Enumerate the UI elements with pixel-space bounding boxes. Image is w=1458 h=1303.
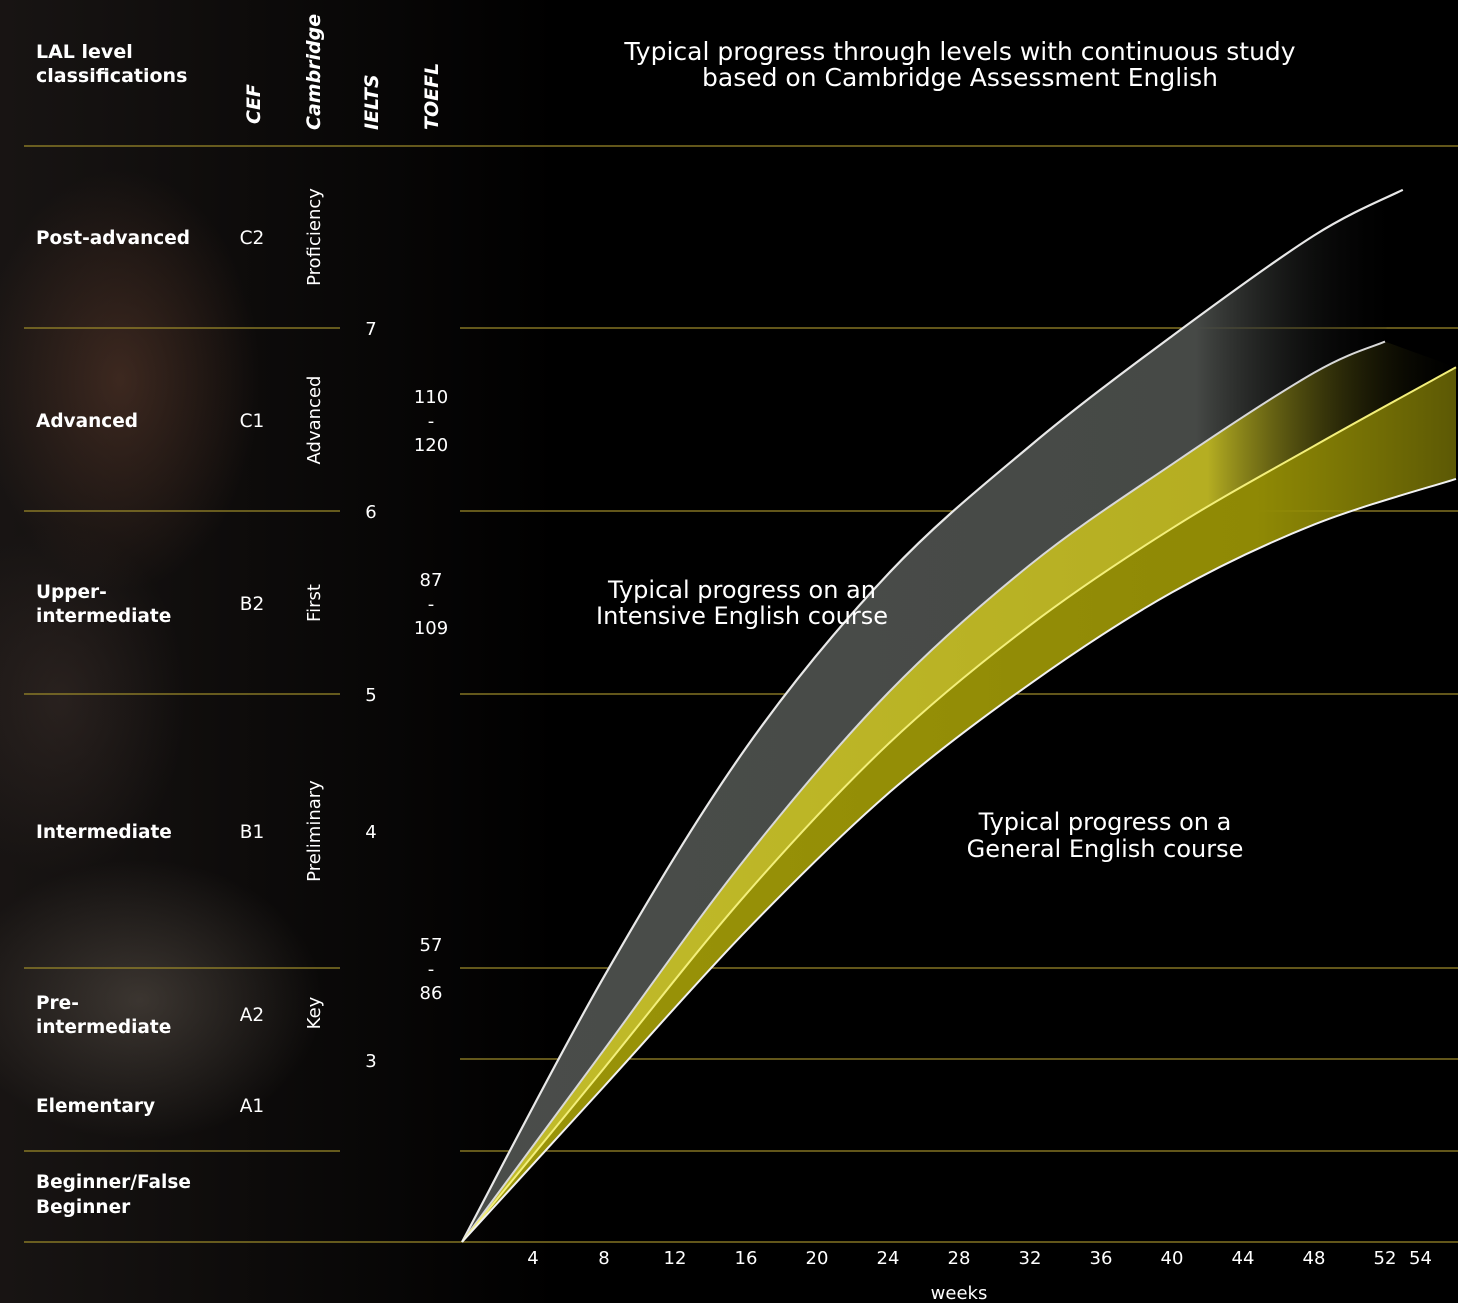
ielts-score: 7 xyxy=(365,319,376,340)
toefl-low: 57 xyxy=(420,935,443,956)
x-tick-label: 44 xyxy=(1232,1248,1255,1269)
cambridge-exam: Advanced xyxy=(304,376,325,465)
x-axis-label: weeks xyxy=(931,1283,988,1303)
x-tick-label: 28 xyxy=(948,1248,971,1269)
level-row-intermediate: Intermediate B1 Preliminary xyxy=(36,780,325,882)
x-tick-label: 24 xyxy=(877,1248,900,1269)
x-tick-label: 52 xyxy=(1374,1248,1397,1269)
lal-level-label: Intermediate xyxy=(36,822,172,843)
general-band-lower xyxy=(462,367,1456,1242)
cambridge-exam: Key xyxy=(304,996,325,1029)
x-tick-label: 36 xyxy=(1090,1248,1113,1269)
col-header-toefl: TOEFL xyxy=(421,63,443,130)
lal-level-label: Elementary xyxy=(36,1096,155,1117)
annotation-line: Intensive English course xyxy=(596,602,888,630)
x-tick-label: 4 xyxy=(527,1248,538,1269)
toefl-high: 109 xyxy=(414,618,448,639)
col-header-cef: CEF xyxy=(243,84,265,124)
general-lower-line xyxy=(461,477,1457,1243)
level-row-beginner: Beginner/False Beginner xyxy=(36,1172,191,1218)
level-row-advanced: Advanced C1 Advanced xyxy=(36,376,325,465)
x-tick-label: 16 xyxy=(735,1248,758,1269)
toefl-separator: - xyxy=(428,594,435,615)
lal-level-label: Post-advanced xyxy=(36,228,190,249)
cef-level: B1 xyxy=(240,822,264,843)
cambridge-exam: Proficiency xyxy=(304,188,325,286)
x-tick-label: 8 xyxy=(598,1248,609,1269)
x-tick-label: 40 xyxy=(1161,1248,1184,1269)
lal-heading-line2: classifications xyxy=(36,65,187,87)
intensive-lower-line xyxy=(461,340,1386,1243)
cef-level: C1 xyxy=(240,411,265,432)
toefl-low: 110 xyxy=(414,387,448,408)
intensive-band xyxy=(462,189,1403,1242)
x-tick-label: 12 xyxy=(664,1248,687,1269)
col-header-ielts: IELTS xyxy=(361,74,383,130)
x-tick-label: 32 xyxy=(1019,1248,1042,1269)
annotation-line: Typical progress on an xyxy=(607,576,876,604)
level-row-pre-intermediate: Pre- intermediate A2 Key xyxy=(36,993,325,1038)
lal-level-label: intermediate xyxy=(36,1017,171,1038)
ielts-score: 5 xyxy=(365,685,376,706)
chart-title-line1: Typical progress through levels with con… xyxy=(623,37,1295,66)
general-middle-line xyxy=(461,366,1457,1243)
cambridge-exam: First xyxy=(304,584,325,622)
lal-level-label: Upper- xyxy=(36,582,107,603)
toefl-low: 87 xyxy=(420,570,443,591)
toefl-range: 110 - 120 xyxy=(414,387,448,456)
ielts-score: 6 xyxy=(365,502,376,523)
cef-level: A1 xyxy=(240,1096,264,1117)
toefl-high: 86 xyxy=(420,983,443,1004)
lal-level-label: Advanced xyxy=(36,411,138,432)
annotation-line: General English course xyxy=(967,835,1244,863)
lal-heading-line1: LAL level xyxy=(36,41,133,63)
chart-title-line2: based on Cambridge Assessment English xyxy=(702,63,1218,92)
lal-level-label: Beginner xyxy=(36,1197,131,1218)
x-tick-label: 48 xyxy=(1303,1248,1326,1269)
lal-level-label: Beginner/False xyxy=(36,1172,191,1193)
x-axis-ticks: 4 8 12 16 20 24 28 32 36 40 44 48 52 54 xyxy=(527,1248,1432,1269)
level-row-post-advanced: Post-advanced C2 Proficiency xyxy=(36,188,325,286)
cef-level: B2 xyxy=(240,594,264,615)
annotation-general: Typical progress on a General English co… xyxy=(967,808,1244,863)
toefl-separator: - xyxy=(428,959,435,980)
level-row-upper-intermediate: Upper- intermediate B2 First xyxy=(36,582,325,627)
toefl-range: 57 - 86 xyxy=(420,935,443,1004)
toefl-range: 87 - 109 xyxy=(414,570,448,639)
level-row-elementary: Elementary A1 xyxy=(36,1096,264,1117)
col-header-cambridge: Cambridge xyxy=(303,14,325,130)
cef-level: C2 xyxy=(240,228,265,249)
annotation-line: Typical progress on a xyxy=(978,808,1232,836)
intensive-upper-line xyxy=(461,188,1404,1243)
annotation-intensive: Typical progress on an Intensive English… xyxy=(596,576,888,630)
x-tick-label: 54 xyxy=(1409,1248,1432,1269)
toefl-high: 120 xyxy=(414,435,448,456)
ielts-score: 4 xyxy=(365,822,376,843)
progress-bands xyxy=(461,188,1457,1243)
lal-level-label: Pre- xyxy=(36,993,79,1014)
cambridge-exam: Preliminary xyxy=(304,780,325,882)
lal-level-label: intermediate xyxy=(36,606,171,627)
cef-level: A2 xyxy=(240,1005,264,1026)
toefl-separator: - xyxy=(428,411,435,432)
ielts-score: 3 xyxy=(365,1051,376,1072)
x-tick-label: 20 xyxy=(806,1248,829,1269)
